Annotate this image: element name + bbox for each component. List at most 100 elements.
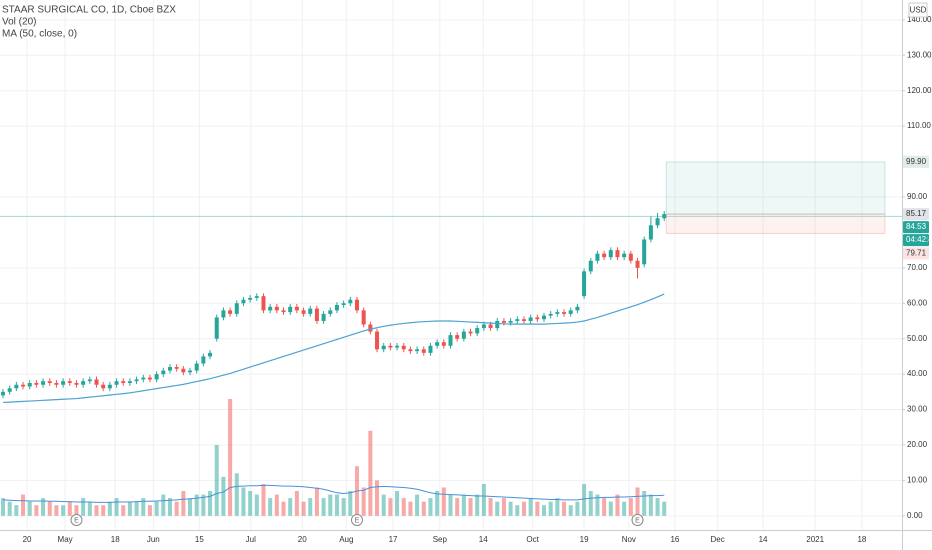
countdown-label-box [903, 234, 929, 247]
volume-bar [241, 487, 246, 516]
candle-body [328, 310, 333, 314]
x-tick-label: 16 [670, 535, 679, 544]
volume-bar [94, 505, 99, 516]
candle-body [448, 335, 453, 346]
volume-bar [268, 498, 273, 516]
volume-bar [375, 480, 380, 516]
candle-body [314, 308, 319, 321]
candle-body [181, 368, 186, 373]
candle-body [201, 356, 206, 364]
volume-bar [421, 501, 426, 516]
y-tick-label: 110.00 [907, 121, 931, 130]
x-tick-label: Sep [433, 535, 448, 544]
volume-bar [515, 505, 520, 516]
candle-body [67, 381, 72, 383]
volume-bar [167, 498, 172, 516]
volume-bar [595, 494, 600, 516]
candle-body [622, 253, 627, 258]
candle-body [542, 315, 547, 320]
candle-body [495, 320, 500, 329]
volume-bar [501, 498, 506, 516]
volume-bar [161, 494, 166, 516]
candle-body [27, 382, 32, 387]
y-tick-label: 40.00 [907, 369, 928, 378]
volume-bar [74, 505, 79, 516]
volume-bar [81, 498, 86, 516]
candle-body [141, 377, 146, 380]
candle-body [214, 317, 219, 339]
volume-bar [54, 505, 59, 516]
candle-body [441, 342, 446, 346]
earnings-label: E [74, 517, 79, 524]
volume-bar [521, 501, 526, 516]
candle-body [234, 303, 239, 314]
volume-bar [461, 494, 466, 516]
candle-body [521, 319, 526, 321]
candle-body [334, 305, 339, 311]
candle-body [101, 384, 106, 389]
grid [0, 0, 902, 530]
y-tick-label: 140.00 [907, 15, 932, 24]
volume-bar [488, 498, 493, 516]
stop-label-box [903, 247, 929, 260]
candle-body [288, 306, 293, 313]
candle-body [74, 382, 79, 385]
volume-bar [495, 501, 500, 516]
candle-body [14, 384, 19, 389]
volume-bar [588, 491, 593, 516]
candle-body [515, 319, 520, 321]
volume-bar [107, 501, 112, 516]
volume-bar [415, 494, 420, 516]
entry-label: 85.17 [906, 209, 927, 218]
candle-body [488, 324, 493, 329]
volume-bar [368, 430, 373, 516]
volume-bar [575, 501, 580, 516]
candle-body [154, 374, 159, 380]
candle-body [655, 218, 660, 226]
earnings-marker [70, 514, 83, 526]
candle-body [301, 310, 306, 314]
position-stop-zone [665, 213, 886, 234]
candle-body [174, 367, 179, 369]
candle-body [348, 299, 353, 304]
candle-body [41, 381, 46, 385]
candle-body [381, 345, 386, 350]
volume-bar [121, 505, 126, 516]
volume-bar [41, 498, 46, 516]
target-label: 99.90 [906, 157, 927, 166]
earnings-label: E [635, 517, 640, 524]
stop-label: 79.71 [906, 249, 927, 258]
candle-body [241, 299, 246, 304]
currency-box[interactable] [908, 2, 928, 18]
currency[interactable]: USD [910, 6, 927, 15]
volume-bar [568, 505, 573, 516]
candle-body [1, 391, 6, 396]
volume-bar [441, 487, 446, 516]
candle-body [595, 253, 600, 261]
candle-body [361, 310, 366, 325]
candle-body [608, 250, 613, 258]
candle-body [87, 379, 92, 382]
candle-body [54, 382, 59, 385]
candle-body [461, 331, 466, 339]
volume-bar [481, 483, 486, 516]
candle-body [81, 381, 86, 385]
candle-body [375, 331, 380, 350]
volume-bar [154, 501, 159, 516]
volume-bar [615, 494, 620, 516]
y-tick-label: 10.00 [907, 476, 928, 485]
volume-bar [314, 487, 319, 516]
x-tick-label: Aug [339, 535, 353, 544]
candle-body [208, 352, 213, 357]
candle-body [107, 384, 112, 389]
entry-label-box [903, 208, 929, 221]
x-tick-label: May [58, 535, 73, 544]
y-tick-label: 70.00 [907, 263, 928, 272]
last-price-label-box [903, 221, 929, 234]
volume-bar [535, 501, 540, 516]
volume-bar [555, 498, 560, 516]
volume-bar [174, 501, 179, 516]
volume-bar [201, 494, 206, 516]
